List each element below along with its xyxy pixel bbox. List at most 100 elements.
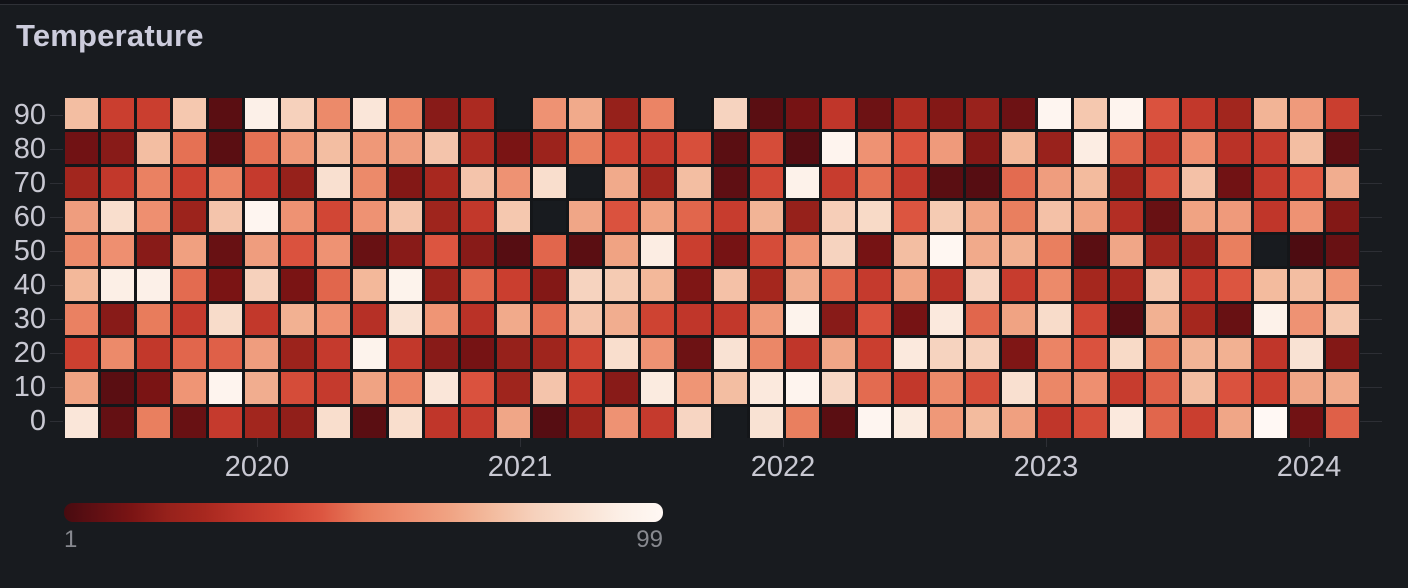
heatmap-cell[interactable] <box>137 406 171 438</box>
heatmap-cell[interactable] <box>389 132 423 164</box>
heatmap-cell[interactable] <box>425 132 459 164</box>
heatmap-cell[interactable] <box>569 235 603 267</box>
heatmap-cell[interactable] <box>749 372 783 404</box>
heatmap-cell[interactable] <box>281 132 315 164</box>
heatmap-cell[interactable] <box>497 303 531 336</box>
heatmap-cell[interactable] <box>749 200 783 233</box>
heatmap-cell[interactable] <box>389 166 423 198</box>
heatmap-cell[interactable] <box>1001 98 1035 130</box>
heatmap-cell[interactable] <box>1037 338 1071 370</box>
heatmap-cell[interactable] <box>245 235 279 267</box>
heatmap-cell[interactable] <box>1073 303 1107 336</box>
heatmap-cell[interactable] <box>389 303 423 336</box>
heatmap-cell[interactable] <box>533 303 567 336</box>
heatmap-cell[interactable] <box>821 98 855 130</box>
heatmap-cell[interactable] <box>821 200 855 233</box>
heatmap-cell[interactable] <box>353 132 387 164</box>
heatmap-cell[interactable] <box>893 406 927 438</box>
heatmap-cell[interactable] <box>605 372 639 404</box>
heatmap-cell[interactable] <box>821 132 855 164</box>
heatmap-cell[interactable] <box>1253 200 1287 233</box>
heatmap-cell[interactable] <box>929 406 963 438</box>
heatmap-cell[interactable] <box>173 406 207 438</box>
heatmap-cell[interactable] <box>1181 235 1215 267</box>
heatmap-cell[interactable] <box>101 406 135 438</box>
heatmap-cell[interactable] <box>785 235 819 267</box>
heatmap-cell[interactable] <box>353 269 387 301</box>
heatmap-cell[interactable] <box>1181 200 1215 233</box>
heatmap-cell[interactable] <box>173 338 207 370</box>
heatmap-cell[interactable] <box>677 406 711 438</box>
heatmap-cell[interactable] <box>965 406 999 438</box>
heatmap-cell[interactable] <box>821 166 855 198</box>
heatmap-cell[interactable] <box>425 303 459 336</box>
heatmap-cell[interactable] <box>65 98 99 130</box>
heatmap-cell[interactable] <box>677 338 711 370</box>
heatmap-cell[interactable] <box>245 166 279 198</box>
heatmap-cell[interactable] <box>497 132 531 164</box>
heatmap-cell[interactable] <box>1145 235 1179 267</box>
heatmap-cell[interactable] <box>1001 166 1035 198</box>
heatmap-cell[interactable] <box>821 269 855 301</box>
heatmap-cell[interactable] <box>1109 235 1143 267</box>
heatmap-cell[interactable] <box>749 235 783 267</box>
heatmap-cell[interactable] <box>1253 338 1287 370</box>
heatmap-cell[interactable] <box>1217 303 1251 336</box>
heatmap-cell[interactable] <box>965 269 999 301</box>
heatmap-cell[interactable] <box>641 303 675 336</box>
heatmap-cell[interactable] <box>785 372 819 404</box>
heatmap-cell[interactable] <box>209 372 243 404</box>
heatmap-cell[interactable] <box>1001 338 1035 370</box>
heatmap-cell[interactable] <box>893 372 927 404</box>
heatmap-cell[interactable] <box>1253 166 1287 198</box>
heatmap-cell[interactable] <box>1181 269 1215 301</box>
heatmap-cell[interactable] <box>1253 303 1287 336</box>
heatmap-cell[interactable] <box>965 166 999 198</box>
heatmap-cell[interactable] <box>1325 132 1359 164</box>
heatmap-cell[interactable] <box>569 269 603 301</box>
heatmap-cell[interactable] <box>893 303 927 336</box>
heatmap-cell[interactable] <box>893 200 927 233</box>
heatmap-cell[interactable] <box>857 98 891 130</box>
heatmap-cell[interactable] <box>317 235 351 267</box>
heatmap-cell[interactable] <box>461 200 495 233</box>
heatmap-cell[interactable] <box>353 303 387 336</box>
heatmap-cell[interactable] <box>137 132 171 164</box>
heatmap-cell[interactable] <box>245 372 279 404</box>
heatmap-cell[interactable] <box>497 200 531 233</box>
heatmap-cell[interactable] <box>1109 303 1143 336</box>
heatmap-cell[interactable] <box>857 372 891 404</box>
heatmap-cell[interactable] <box>173 372 207 404</box>
heatmap-cell[interactable] <box>1001 406 1035 438</box>
heatmap-cell[interactable] <box>1001 200 1035 233</box>
heatmap-cell[interactable] <box>461 166 495 198</box>
heatmap-cell[interactable] <box>281 200 315 233</box>
heatmap-cell[interactable] <box>569 98 603 130</box>
heatmap-cell[interactable] <box>1217 98 1251 130</box>
heatmap-cell[interactable] <box>101 303 135 336</box>
panel-title[interactable]: Temperature <box>16 18 204 53</box>
heatmap-cell[interactable] <box>353 200 387 233</box>
heatmap-cell[interactable] <box>1181 406 1215 438</box>
heatmap-cell[interactable] <box>821 338 855 370</box>
heatmap-cell[interactable] <box>281 303 315 336</box>
heatmap-cell[interactable] <box>641 338 675 370</box>
heatmap-cell[interactable] <box>1217 372 1251 404</box>
heatmap-cell[interactable] <box>425 372 459 404</box>
heatmap-cell[interactable] <box>641 269 675 301</box>
heatmap-cell[interactable] <box>1289 303 1323 336</box>
heatmap-cell[interactable] <box>1001 303 1035 336</box>
heatmap-cell[interactable] <box>1253 406 1287 438</box>
heatmap-cell[interactable] <box>533 372 567 404</box>
heatmap-cell[interactable] <box>209 269 243 301</box>
heatmap-cell[interactable] <box>857 235 891 267</box>
heatmap-cell[interactable] <box>425 338 459 370</box>
heatmap-cell[interactable] <box>1001 235 1035 267</box>
heatmap-cell[interactable] <box>1325 235 1359 267</box>
heatmap-cell[interactable] <box>389 372 423 404</box>
heatmap-cell[interactable] <box>1037 406 1071 438</box>
heatmap-cell[interactable] <box>389 200 423 233</box>
heatmap-cell[interactable] <box>1145 338 1179 370</box>
heatmap-cell[interactable] <box>749 98 783 130</box>
heatmap-cell[interactable] <box>713 98 747 130</box>
